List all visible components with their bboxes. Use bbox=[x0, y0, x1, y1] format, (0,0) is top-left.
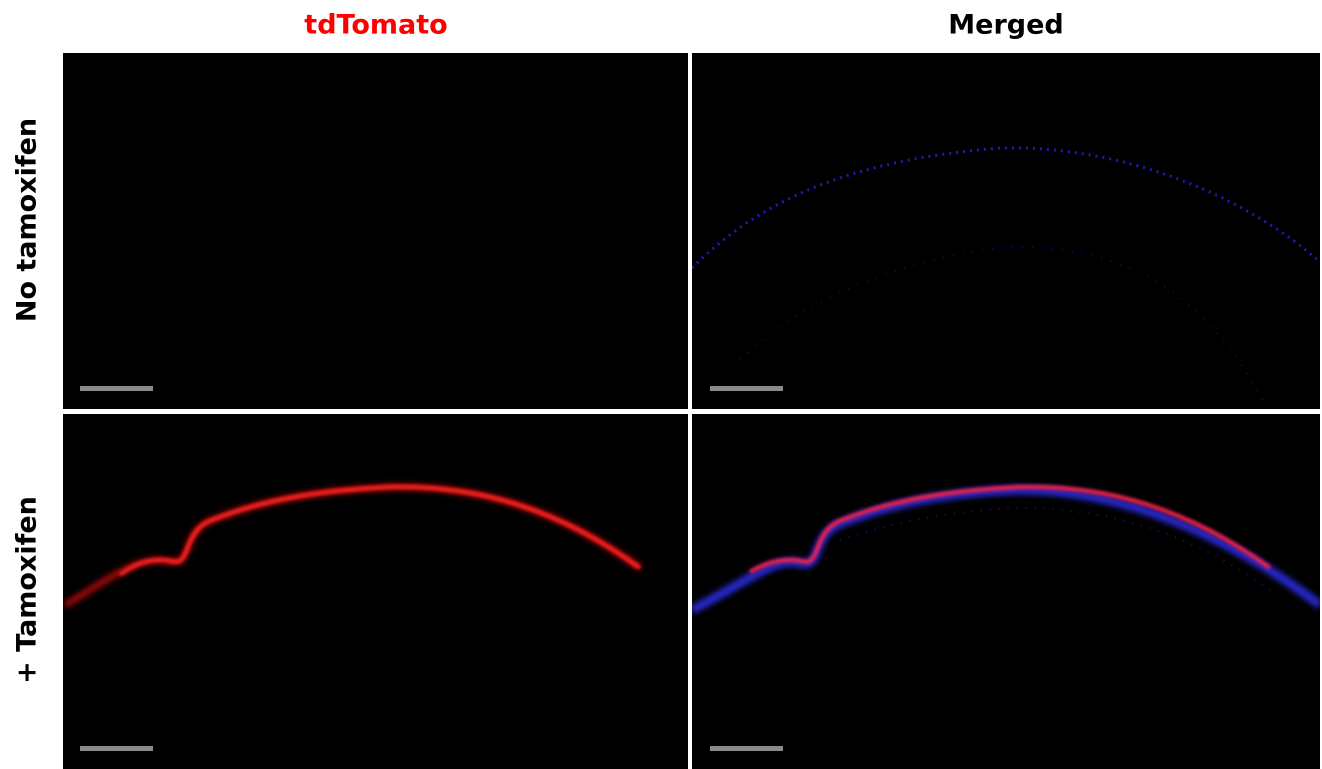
image-panel bbox=[63, 414, 688, 769]
scale-bar bbox=[710, 386, 783, 391]
red-signal bbox=[63, 483, 643, 609]
row-label: No tamoxifen bbox=[12, 118, 43, 322]
merged-signal bbox=[692, 484, 1320, 614]
column-header: tdTomato bbox=[304, 10, 447, 41]
image-panel bbox=[692, 53, 1320, 409]
image-panel bbox=[63, 53, 688, 409]
row-label: + Tamoxifen bbox=[12, 496, 43, 684]
scale-bar bbox=[80, 386, 153, 391]
blue-signal bbox=[692, 146, 1320, 406]
scale-bar bbox=[710, 746, 783, 751]
scale-bar bbox=[80, 746, 153, 751]
image-panel bbox=[692, 414, 1320, 769]
column-header: Merged bbox=[948, 10, 1063, 41]
